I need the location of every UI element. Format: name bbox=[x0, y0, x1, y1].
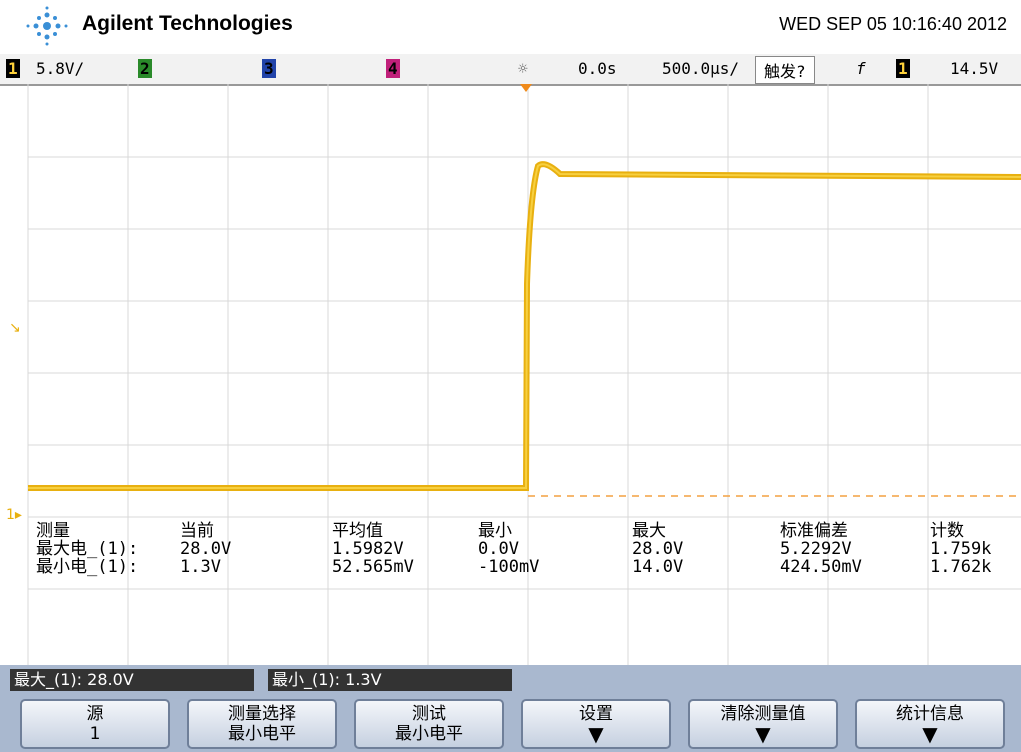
message: 最小_(1): 1.3V bbox=[268, 669, 512, 691]
meas-cell: 28.0V bbox=[180, 539, 232, 559]
status-bar: 1 5.8V/ 2 3 4 ☼ 0.0s 500.0µs/ 触发? f 1 14… bbox=[0, 54, 1021, 86]
softkey[interactable]: 设置 ▼ bbox=[521, 699, 671, 749]
trigger-slope: f bbox=[856, 59, 866, 78]
meas-cell: 1.762k bbox=[930, 557, 992, 577]
ch4-badge[interactable]: 4 bbox=[386, 59, 400, 78]
ch1-scale: 5.8V/ bbox=[36, 59, 85, 78]
softkey-label: 源 bbox=[86, 704, 104, 724]
softkey-value: 最小电平 bbox=[228, 724, 296, 744]
meas-cell: 1.3V bbox=[180, 557, 221, 577]
softkey-bar: 最大_(1): 28.0V 最小_(1): 1.3V 源 1 测量选择 最小电平 测试 最小电… bbox=[0, 665, 1021, 752]
datetime: WED SEP 05 10:16:40 2012 bbox=[779, 14, 1007, 34]
meas-cell: 最大电_(1): bbox=[36, 539, 139, 559]
trigger-level: 14.5V bbox=[950, 59, 999, 78]
meas-cell: 1.759k bbox=[930, 539, 992, 559]
softkey-value: 1 bbox=[89, 724, 101, 744]
softkey-arrow: ▼ bbox=[922, 722, 938, 746]
ch2-badge[interactable]: 2 bbox=[138, 59, 152, 78]
meas-cell: -100mV bbox=[478, 557, 540, 577]
meas-header: 测量 bbox=[36, 521, 70, 541]
softkey[interactable]: 清除测量值 ▼ bbox=[688, 699, 838, 749]
softkey-label: 测试 bbox=[412, 704, 446, 724]
meas-cell: 1.5982V bbox=[332, 539, 404, 559]
header: Agilent Technologies WED SEP 05 10:16:40… bbox=[0, 0, 1021, 52]
logo bbox=[26, 6, 68, 46]
softkey[interactable]: 测量选择 最小电平 bbox=[187, 699, 337, 749]
brand: Agilent Technologies bbox=[82, 12, 293, 35]
svg-text:1▸: 1▸ bbox=[6, 507, 22, 523]
softkey[interactable]: 统计信息 ▼ bbox=[855, 699, 1005, 749]
svg-text:↘: ↘ bbox=[9, 320, 21, 336]
meas-cell: 0.0V bbox=[478, 539, 519, 559]
graticule: ↘ 1▸ bbox=[6, 84, 1021, 665]
softkey-label: 设置 bbox=[579, 704, 613, 724]
timebase: 500.0µs/ bbox=[662, 59, 740, 78]
meas-cell: 14.0V bbox=[632, 557, 684, 577]
trigger-source: 1 bbox=[896, 59, 910, 78]
meas-header: 当前 bbox=[180, 521, 214, 541]
ch3-badge[interactable]: 3 bbox=[262, 59, 276, 78]
meas-header: 最小 bbox=[478, 521, 512, 541]
trigger-icon: ☼ bbox=[518, 59, 528, 78]
softkey[interactable]: 测试 最小电平 bbox=[354, 699, 504, 749]
meas-cell: 28.0V bbox=[632, 539, 684, 559]
message: 最大_(1): 28.0V bbox=[10, 669, 254, 691]
softkey-value: 最小电平 bbox=[395, 724, 463, 744]
meas-cell: 最小电_(1): bbox=[36, 557, 139, 577]
meas-header: 计数 bbox=[930, 521, 964, 541]
softkey-arrow: ▼ bbox=[755, 722, 771, 746]
meas-cell: 5.2292V bbox=[780, 539, 852, 559]
trigger-mode: 触发? bbox=[755, 56, 815, 84]
meas-header: 平均值 bbox=[332, 521, 383, 541]
softkey-label: 测量选择 bbox=[228, 704, 296, 724]
softkey-label: 清除测量值 bbox=[720, 704, 806, 724]
delay: 0.0s bbox=[578, 59, 617, 78]
meas-header: 标准偏差 bbox=[780, 521, 848, 541]
meas-cell: 52.565mV bbox=[332, 557, 414, 577]
ch1-badge: 1 bbox=[6, 59, 20, 78]
meas-cell: 424.50mV bbox=[780, 557, 862, 577]
softkey-arrow: ▼ bbox=[588, 722, 604, 746]
softkey-label: 统计信息 bbox=[896, 704, 964, 724]
meas-header: 最大 bbox=[632, 521, 666, 541]
